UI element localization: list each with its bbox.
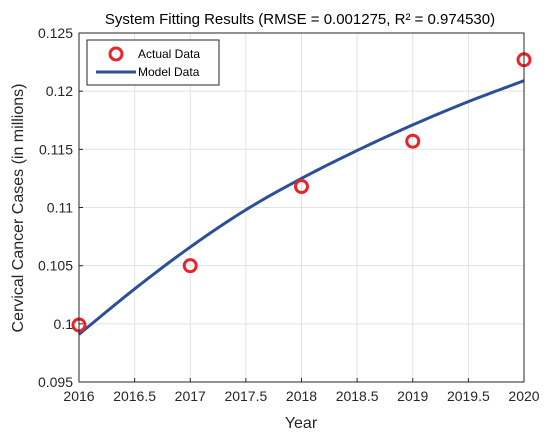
x-tick-label: 2016 bbox=[63, 388, 94, 404]
y-tick-label: 0.115 bbox=[39, 141, 73, 157]
x-tick-label: 2018.5 bbox=[336, 388, 379, 404]
legend-marker-actual bbox=[108, 46, 124, 62]
y-axis-label: Cervical Cancer Cases (in millions) bbox=[10, 84, 27, 333]
actual-data-point bbox=[182, 258, 198, 274]
legend-label-actual: Actual Data bbox=[138, 47, 200, 61]
x-tick-label: 2019 bbox=[397, 388, 428, 404]
model-line-group bbox=[78, 79, 525, 336]
legend-label-model: Model Data bbox=[138, 65, 200, 79]
legend: Actual Data Model Data bbox=[86, 39, 220, 86]
y-tick-labels: 0.095 0.1 0.105 0.11 0.115 0.12 0.125 bbox=[38, 25, 73, 390]
x-tick-labels: 2016 2016.5 2017 2017.5 2018 2018.5 2019 2019.5… bbox=[63, 388, 539, 404]
plot-frame bbox=[78, 32, 525, 383]
y-tick-label: 0.1 bbox=[54, 316, 74, 332]
x-tick-label: 2020 bbox=[508, 388, 539, 404]
actual-data-point bbox=[405, 133, 421, 149]
x-tick-label: 2017 bbox=[175, 388, 206, 404]
y-tick-label: 0.095 bbox=[38, 374, 73, 390]
x-tick-label: 2018 bbox=[286, 388, 317, 404]
x-tick-label: 2017.5 bbox=[224, 388, 267, 404]
x-axis-label: Year bbox=[285, 415, 318, 432]
y-tick-label: 0.11 bbox=[47, 200, 73, 216]
x-tick-label: 2016.5 bbox=[113, 388, 156, 404]
legend-box bbox=[86, 39, 220, 86]
model-data-line bbox=[78, 79, 525, 336]
y-tick-label: 0.12 bbox=[46, 83, 73, 99]
actual-data-point bbox=[294, 179, 309, 195]
y-tick-label: 0.105 bbox=[38, 258, 73, 274]
y-tick-label: 0.125 bbox=[38, 25, 73, 41]
x-tick-label: 2019.5 bbox=[447, 388, 490, 404]
chart-title: System Fitting Results (RMSE = 0.001275,… bbox=[105, 11, 495, 28]
